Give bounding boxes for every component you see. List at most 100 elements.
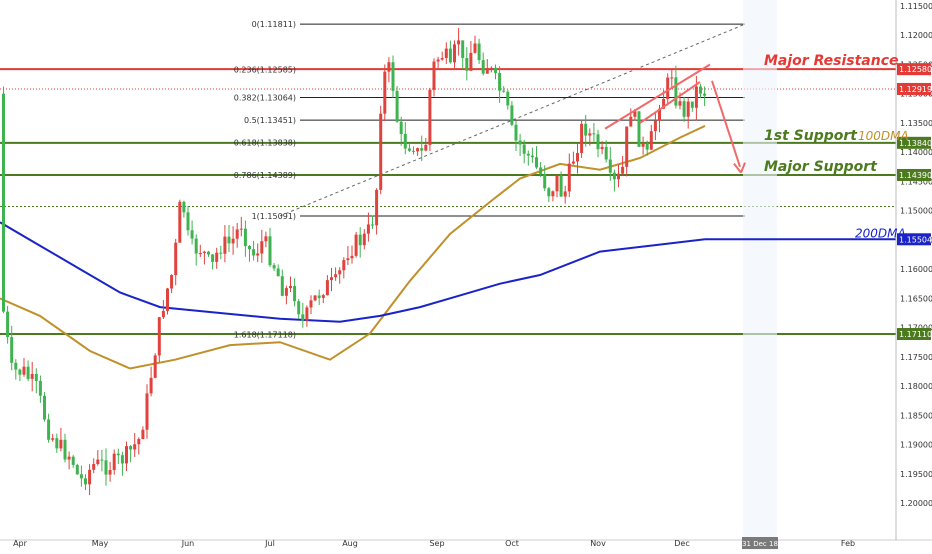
ma-200-tag: 1.15504 xyxy=(899,235,932,244)
candle-body-63 xyxy=(260,241,264,254)
level-tag-1-bg xyxy=(897,136,931,149)
candle-body-47 xyxy=(194,238,198,254)
candle-body-7 xyxy=(30,373,34,379)
major-resistance-label: Major Resistance xyxy=(764,53,899,69)
candle-body-48 xyxy=(198,253,202,255)
candle-body-138 xyxy=(567,163,571,192)
candle-body-92 xyxy=(379,113,383,190)
fib-label-6: 1(1.15091) xyxy=(252,212,296,221)
candle-body-158 xyxy=(649,131,653,150)
candle-body-126 xyxy=(518,140,522,145)
candle-body-32 xyxy=(133,444,137,450)
candle-body-28 xyxy=(116,453,120,456)
candle-body-50 xyxy=(207,251,210,255)
candle-body-108 xyxy=(444,48,448,58)
candle-body-117 xyxy=(481,60,485,74)
candle-body-87 xyxy=(358,234,362,246)
candle-body-78 xyxy=(321,295,325,298)
x-tick-label-8: Dec xyxy=(674,539,689,548)
candle-body-142 xyxy=(584,123,588,136)
candle-body-56 xyxy=(231,238,235,244)
candle-body-49 xyxy=(202,251,206,254)
candle-body-137 xyxy=(563,191,567,197)
x-tick-label-2: Jun xyxy=(181,539,195,548)
candle-body-141 xyxy=(580,123,584,153)
candle-body-44 xyxy=(182,201,186,213)
y-tick-label-7: 1.15000 xyxy=(900,207,932,216)
candle-body-66 xyxy=(272,265,276,269)
x-tick-label-7: Nov xyxy=(590,539,606,548)
candle-body-3 xyxy=(14,362,18,370)
candle-body-147 xyxy=(604,146,608,160)
current-price-tag-bg xyxy=(897,82,931,95)
candle-body-67 xyxy=(276,268,280,277)
x-tick-label-4: Aug xyxy=(342,539,358,548)
candle-body-0 xyxy=(2,93,5,312)
candle-body-72 xyxy=(297,301,301,315)
candle-body-163 xyxy=(670,77,674,79)
y-tick-label-17: 1.20000 xyxy=(900,499,932,508)
candle-body-12 xyxy=(51,438,55,440)
candle-body-82 xyxy=(338,270,342,275)
candle-body-100 xyxy=(412,150,415,152)
candle-body-167 xyxy=(686,101,690,117)
candle-body-65 xyxy=(268,236,272,266)
candle-body-94 xyxy=(387,62,391,72)
candle-body-125 xyxy=(514,124,518,141)
y-tick-label-13: 1.18000 xyxy=(900,382,932,391)
candle-body-40 xyxy=(166,288,169,311)
y-tick-label-14: 1.18500 xyxy=(900,411,932,420)
candle-body-64 xyxy=(264,236,268,242)
level-tag-3-bg xyxy=(897,328,931,341)
y-tick-label-9: 1.16000 xyxy=(900,265,932,274)
candle-body-153 xyxy=(629,116,633,127)
candle-body-60 xyxy=(248,246,251,250)
candle-body-80 xyxy=(330,277,333,281)
candle-body-43 xyxy=(178,201,182,243)
candle-body-89 xyxy=(366,224,370,234)
x-tick-label-6: Oct xyxy=(505,539,519,548)
ma-200-label: 200DMA xyxy=(855,226,906,240)
candle-body-123 xyxy=(506,91,510,106)
candle-body-5 xyxy=(22,366,26,375)
candle-body-41 xyxy=(170,275,174,289)
candle-body-81 xyxy=(334,274,338,278)
candle-body-113 xyxy=(465,58,469,71)
candle-body-161 xyxy=(662,98,666,109)
ma-100-label: 100DMA xyxy=(858,129,909,143)
candle-body-166 xyxy=(682,101,686,117)
fib-label-5: 0.786(1.14389) xyxy=(234,171,296,180)
candle-body-42 xyxy=(174,242,178,276)
y-tick-label-4: 1.13500 xyxy=(900,119,932,128)
candle-body-69 xyxy=(284,288,288,296)
candle-body-31 xyxy=(129,446,133,450)
candle-body-109 xyxy=(448,48,452,63)
candle-body-155 xyxy=(637,111,641,147)
candle-body-76 xyxy=(313,295,317,301)
x-tick-label-0: Apr xyxy=(13,539,28,548)
candle-body-2 xyxy=(10,337,14,363)
ma-200-line xyxy=(0,221,706,323)
candle-body-19 xyxy=(79,474,83,479)
candle-body-55 xyxy=(227,236,231,244)
candle-body-20 xyxy=(84,478,87,485)
x-tick-label-1: May xyxy=(92,539,109,548)
candle-body-96 xyxy=(395,90,399,122)
candle-body-129 xyxy=(530,155,534,158)
projection-arrow-head xyxy=(733,162,746,174)
candle-body-102 xyxy=(420,148,424,151)
candle-body-11 xyxy=(47,419,51,440)
y-tick-label-5: 1.14000 xyxy=(900,148,932,157)
candle-body-18 xyxy=(75,464,79,475)
date-highlight-band xyxy=(743,0,777,550)
candle-body-127 xyxy=(522,144,526,154)
fib-label-3: 0.5(1.13451) xyxy=(244,116,296,125)
fib-label-7: 1.618(1.17118) xyxy=(234,330,296,339)
candle-body-135 xyxy=(555,175,559,192)
candle-body-70 xyxy=(289,285,292,289)
candle-body-103 xyxy=(424,144,428,151)
candle-body-148 xyxy=(608,159,612,173)
